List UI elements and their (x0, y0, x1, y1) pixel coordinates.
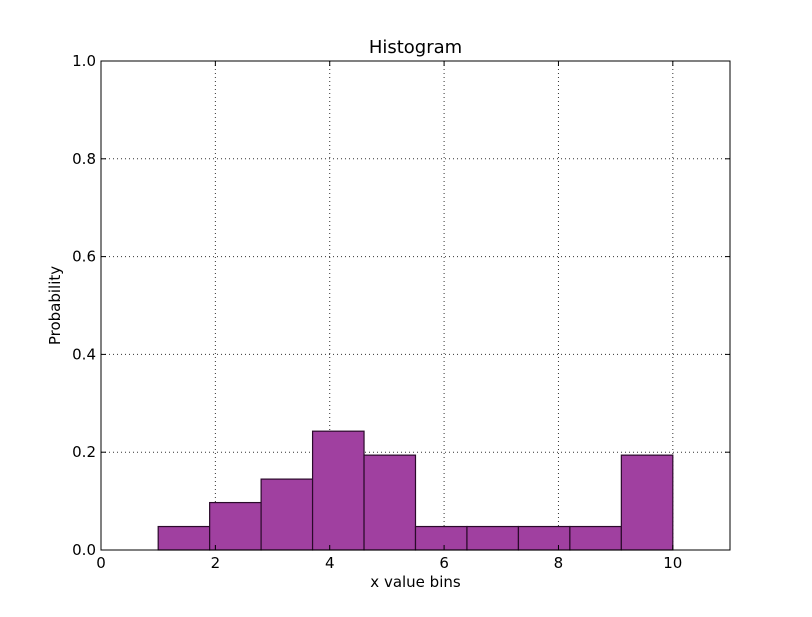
plot-frame (100, 60, 731, 551)
histogram-bar-3 (260, 478, 314, 551)
y-tick-label: 0.4 (72, 345, 96, 363)
histogram-bar-8 (517, 525, 571, 551)
histogram-bar-6 (414, 525, 468, 551)
x-tick-label: 10 (663, 554, 682, 572)
y-tick-label: 0.6 (72, 248, 96, 266)
y-tick-label: 0.2 (72, 443, 96, 461)
x-tick-label: 2 (211, 554, 221, 572)
histogram-bar-1 (157, 525, 211, 551)
x-axis-label: x value bins (370, 573, 461, 591)
histogram-bar-2 (209, 501, 262, 551)
histogram-bar-9 (569, 525, 622, 551)
x-tick-label: 6 (439, 554, 449, 572)
histogram-bar-5 (363, 454, 417, 551)
bars-layer (157, 430, 674, 551)
x-tick-label: 4 (325, 554, 335, 572)
y-tick-label: 0.8 (72, 150, 96, 168)
y-tick-label: 1.0 (72, 52, 96, 70)
histogram-bar-10 (620, 454, 674, 551)
histogram-bar-7 (466, 525, 520, 551)
chart-title: Histogram (369, 37, 462, 58)
grid-layer (101, 61, 730, 550)
ticks-layer: 0 2 4 6 8 10 0.0 0.2 0.4 0.6 0.8 1.0 (72, 52, 730, 572)
x-tick-label: 8 (554, 554, 564, 572)
histogram-bar-4 (311, 430, 365, 551)
y-axis-label: Probability (46, 266, 64, 345)
y-tick-label: 0.0 (72, 541, 96, 559)
x-tick-label: 0 (96, 554, 106, 572)
